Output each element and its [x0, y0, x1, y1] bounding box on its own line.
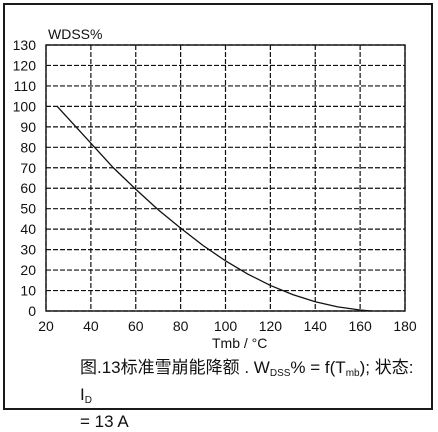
x-tick-label: 120 [259, 318, 283, 334]
y-tick-label: 40 [20, 221, 36, 237]
chart-frame [3, 3, 433, 410]
y-tick-label: 80 [20, 139, 36, 155]
x-tick-label: 60 [128, 318, 144, 334]
caption-sub-d: D [84, 395, 92, 406]
y-tick-label: 110 [14, 78, 37, 94]
caption-after: ); 状态: I [80, 358, 414, 404]
y-tick-label: 130 [13, 37, 37, 53]
x-tick-label: 140 [304, 318, 328, 334]
y-tick-labels: 0 10 20 30 40 50 60 70 80 90 100 110 120 130 [13, 37, 37, 319]
y-tick-label: 60 [20, 180, 36, 196]
axes [45, 44, 406, 312]
x-tick-labels: 20 40 60 80 100 120 140 160 180 [38, 318, 417, 334]
y-tick-label: 30 [20, 242, 36, 258]
x-tick-label: 20 [38, 318, 54, 334]
y-tick-label: 100 [13, 98, 37, 114]
y-tick-label: 0 [28, 303, 36, 319]
derating-curve [56, 105, 372, 312]
y-tick-label: 50 [20, 201, 36, 217]
caption-sub-dss: DSS [269, 368, 291, 379]
y-tick-label: 90 [20, 119, 36, 135]
figure-caption: 图.13标准雪崩能降额 . WDSS% = f(Tmb); 状态: ID = 1… [80, 357, 420, 432]
caption-sub-mb: mb [345, 368, 360, 379]
grid [45, 44, 406, 312]
caption-line-1: 图.13标准雪崩能降额 . WDSS% = f(Tmb); 状态: ID [80, 357, 420, 411]
y-tick-label: 20 [20, 262, 36, 278]
x-axis-label: Tmb / °C [212, 335, 267, 351]
plot-border [45, 44, 406, 312]
avalanche-derating-chart: 0 10 20 30 40 50 60 70 80 90 100 110 120 130 20 40 60 80… [13, 26, 417, 351]
x-tick-label: 100 [214, 318, 238, 334]
x-tick-label: 160 [348, 318, 372, 334]
x-tick-label: 40 [83, 318, 99, 334]
caption-prefix: 图.13标准雪崩能降额 . W [80, 358, 270, 377]
x-tick-label: 80 [173, 318, 189, 334]
caption-line-2: = 13 A [80, 412, 129, 431]
y-tick-label: 70 [20, 160, 36, 176]
y-tick-label: 120 [13, 57, 37, 73]
y-axis-label: WDSS% [48, 26, 102, 42]
y-tick-label: 10 [20, 283, 36, 299]
x-tick-label: 180 [393, 318, 417, 334]
caption-mid: % = f(T [290, 358, 346, 377]
